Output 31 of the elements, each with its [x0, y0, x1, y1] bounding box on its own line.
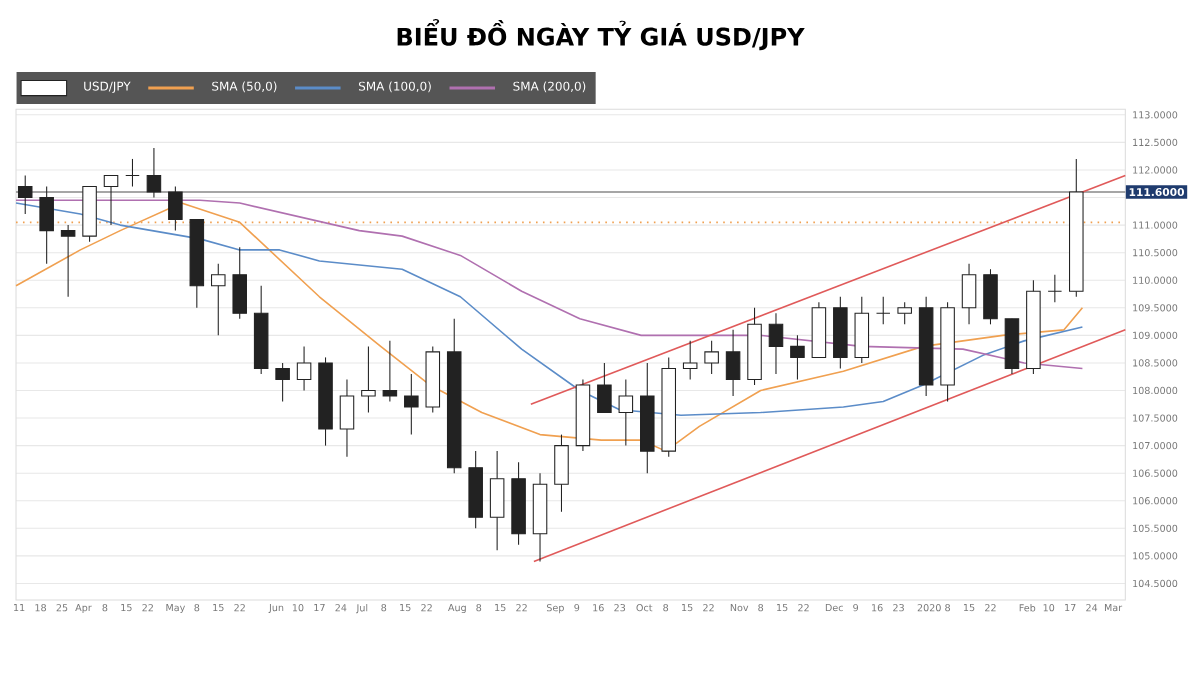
candlestick [382, 340, 398, 403]
candlestick [404, 373, 419, 436]
candlestick [168, 185, 183, 232]
candlestick [1047, 274, 1063, 303]
candlestick [210, 263, 226, 336]
candlestick [39, 185, 54, 265]
candlestick [618, 378, 634, 447]
candlestick [961, 263, 977, 325]
candlestick [597, 362, 612, 414]
candlestick [489, 450, 505, 551]
candlestick [875, 296, 891, 325]
candlestick [983, 268, 998, 325]
candlestick [339, 378, 355, 458]
candlestick [275, 362, 290, 403]
candlestick [854, 296, 870, 364]
candlestick [768, 312, 784, 375]
candlestick [232, 246, 248, 320]
candlestick [790, 334, 805, 380]
candlestick [361, 345, 376, 414]
candlestick [296, 345, 312, 392]
candlestick [725, 329, 741, 397]
candlestick [704, 340, 719, 375]
candlestick [146, 147, 162, 199]
candlestick [682, 340, 698, 380]
candlestick [60, 224, 76, 298]
candlestick [103, 174, 119, 226]
candlestick [125, 158, 140, 188]
candlestick [554, 434, 569, 513]
candlestick [17, 174, 33, 215]
chart-title: BIỂU ĐỒ NGÀY TỶ GIÁ USD/JPY [397, 19, 805, 51]
candlestick [897, 301, 912, 325]
